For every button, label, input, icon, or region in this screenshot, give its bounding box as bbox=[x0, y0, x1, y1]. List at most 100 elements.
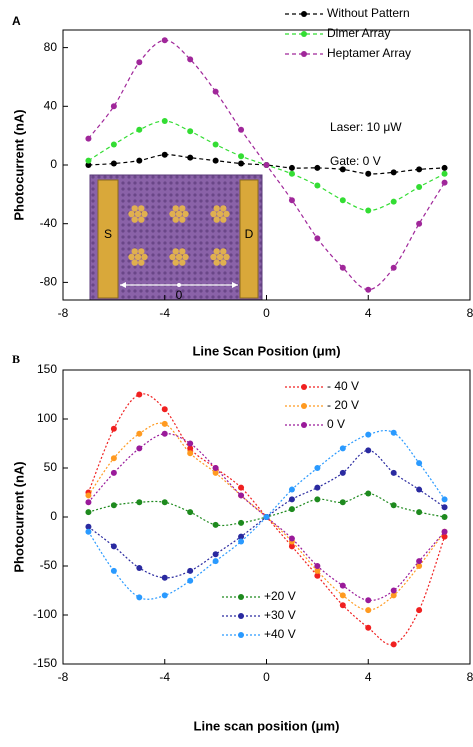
data-point bbox=[110, 543, 117, 550]
data-point bbox=[187, 56, 194, 63]
data-point bbox=[136, 157, 143, 164]
x-tick-label: 8 bbox=[467, 306, 473, 320]
data-point bbox=[390, 264, 397, 271]
series-line bbox=[87, 429, 446, 600]
data-point bbox=[441, 179, 448, 186]
data-point bbox=[136, 445, 143, 452]
data-point bbox=[187, 509, 194, 516]
legend-marker bbox=[238, 594, 244, 600]
legend-marker bbox=[238, 613, 244, 619]
series-line bbox=[88, 154, 445, 175]
data-point bbox=[314, 567, 321, 574]
legend-marker bbox=[301, 422, 307, 428]
data-point bbox=[212, 465, 219, 471]
legend-label: Without Pattern bbox=[327, 6, 410, 20]
data-point bbox=[263, 162, 270, 168]
data-point bbox=[390, 469, 397, 476]
data-point bbox=[161, 592, 168, 599]
y-tick-label: 80 bbox=[44, 40, 58, 54]
data-point bbox=[85, 157, 92, 164]
y-tick-label: -50 bbox=[40, 558, 58, 572]
legend-label: - 20 V bbox=[327, 398, 359, 412]
annotation: Gate: 0 V bbox=[330, 154, 381, 168]
data-point bbox=[416, 509, 423, 516]
data-point bbox=[365, 170, 372, 177]
data-point bbox=[212, 157, 219, 164]
data-point bbox=[161, 574, 168, 581]
data-point bbox=[187, 154, 194, 161]
data-point bbox=[416, 563, 423, 569]
y-tick-label: 40 bbox=[44, 98, 58, 112]
legend-marker bbox=[301, 51, 307, 57]
inset-label: 0 bbox=[176, 288, 183, 302]
x-tick-label: -4 bbox=[159, 306, 170, 320]
data-point bbox=[263, 514, 270, 520]
data-point bbox=[339, 592, 346, 599]
data-point bbox=[212, 141, 219, 148]
data-point bbox=[416, 607, 423, 614]
data-point bbox=[212, 558, 219, 565]
data-point bbox=[416, 184, 423, 191]
data-point bbox=[314, 465, 321, 471]
y-tick-label: -150 bbox=[33, 656, 57, 670]
data-point bbox=[390, 169, 397, 176]
data-point bbox=[441, 170, 448, 177]
legend-label: +40 V bbox=[264, 627, 296, 641]
series-line bbox=[87, 422, 446, 611]
data-point bbox=[161, 430, 168, 437]
data-point bbox=[136, 499, 143, 506]
legend-label: Dimer Array bbox=[327, 26, 390, 40]
data-point bbox=[288, 535, 295, 542]
data-point bbox=[390, 592, 397, 599]
x-axis-title: Line Scan Position (μm) bbox=[192, 343, 340, 358]
data-point bbox=[339, 469, 346, 476]
inset-label: D bbox=[245, 227, 254, 241]
annotation: Laser: 10 μW bbox=[330, 120, 402, 134]
data-point bbox=[314, 563, 321, 569]
data-point bbox=[314, 235, 321, 242]
data-point bbox=[187, 450, 194, 457]
data-point bbox=[238, 126, 245, 133]
legend-marker bbox=[301, 31, 307, 37]
x-axis-title: Line scan position (μm) bbox=[194, 718, 340, 733]
data-point bbox=[110, 103, 117, 110]
inset-image bbox=[89, 174, 263, 301]
data-point bbox=[390, 429, 397, 436]
x-tick-label: -4 bbox=[159, 670, 170, 684]
data-point bbox=[390, 198, 397, 205]
data-point bbox=[314, 182, 321, 189]
legend-label: 0 V bbox=[327, 417, 345, 431]
data-point bbox=[85, 162, 92, 168]
data-point bbox=[288, 486, 295, 493]
y-tick-label: -40 bbox=[40, 216, 58, 230]
data-point bbox=[390, 641, 397, 648]
data-point bbox=[339, 602, 346, 609]
legend-marker bbox=[238, 632, 244, 638]
data-point bbox=[365, 607, 372, 614]
data-point bbox=[110, 425, 117, 432]
data-point bbox=[187, 128, 194, 135]
data-point bbox=[441, 514, 448, 520]
data-point bbox=[212, 88, 219, 95]
data-point bbox=[416, 166, 423, 173]
series-line bbox=[88, 492, 445, 527]
data-point bbox=[238, 533, 245, 540]
data-point bbox=[110, 160, 117, 167]
data-point bbox=[238, 484, 245, 491]
data-point bbox=[365, 286, 372, 293]
data-point bbox=[85, 523, 92, 530]
y-tick-label: 50 bbox=[44, 460, 58, 474]
data-point bbox=[161, 37, 168, 44]
data-point bbox=[416, 486, 423, 493]
data-point bbox=[314, 164, 321, 171]
panel-label: B bbox=[12, 352, 20, 366]
x-tick-label: 4 bbox=[365, 670, 372, 684]
data-point bbox=[238, 538, 245, 545]
data-point bbox=[136, 59, 143, 66]
y-tick-label: 100 bbox=[37, 411, 57, 425]
data-point bbox=[212, 551, 219, 558]
data-point bbox=[390, 587, 397, 594]
data-point bbox=[365, 624, 372, 631]
data-point bbox=[441, 496, 448, 503]
data-point bbox=[85, 499, 92, 506]
